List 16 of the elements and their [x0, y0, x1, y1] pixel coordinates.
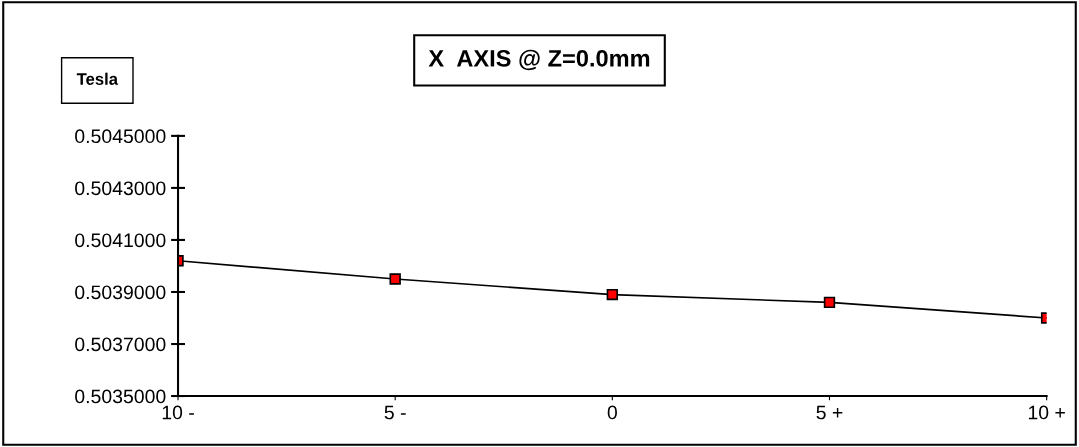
x-tick-label: 5 +	[816, 405, 843, 420]
point	[823, 296, 836, 309]
y-tick-label: 0.5041000	[75, 233, 166, 248]
x-tick-label: 0	[607, 405, 617, 420]
chart-title: X AXIS @ Z=0.0mm	[428, 49, 650, 71]
y-tick-label: 0.5037000	[75, 337, 166, 352]
x-tick-label: 5 -	[384, 405, 406, 420]
y-tick-label: 0.5043000	[75, 181, 166, 196]
y-tick-label: 0.5045000	[75, 129, 166, 144]
y-tick-label: 0.5035000	[75, 389, 166, 404]
point	[389, 273, 401, 285]
point	[606, 288, 619, 301]
x-tick-label: 10 +	[1028, 405, 1065, 420]
y-tick-label: 0.5039000	[75, 285, 166, 300]
y-axis-title: Tesla	[76, 72, 119, 85]
x-tick-label: 10 -	[162, 405, 194, 420]
